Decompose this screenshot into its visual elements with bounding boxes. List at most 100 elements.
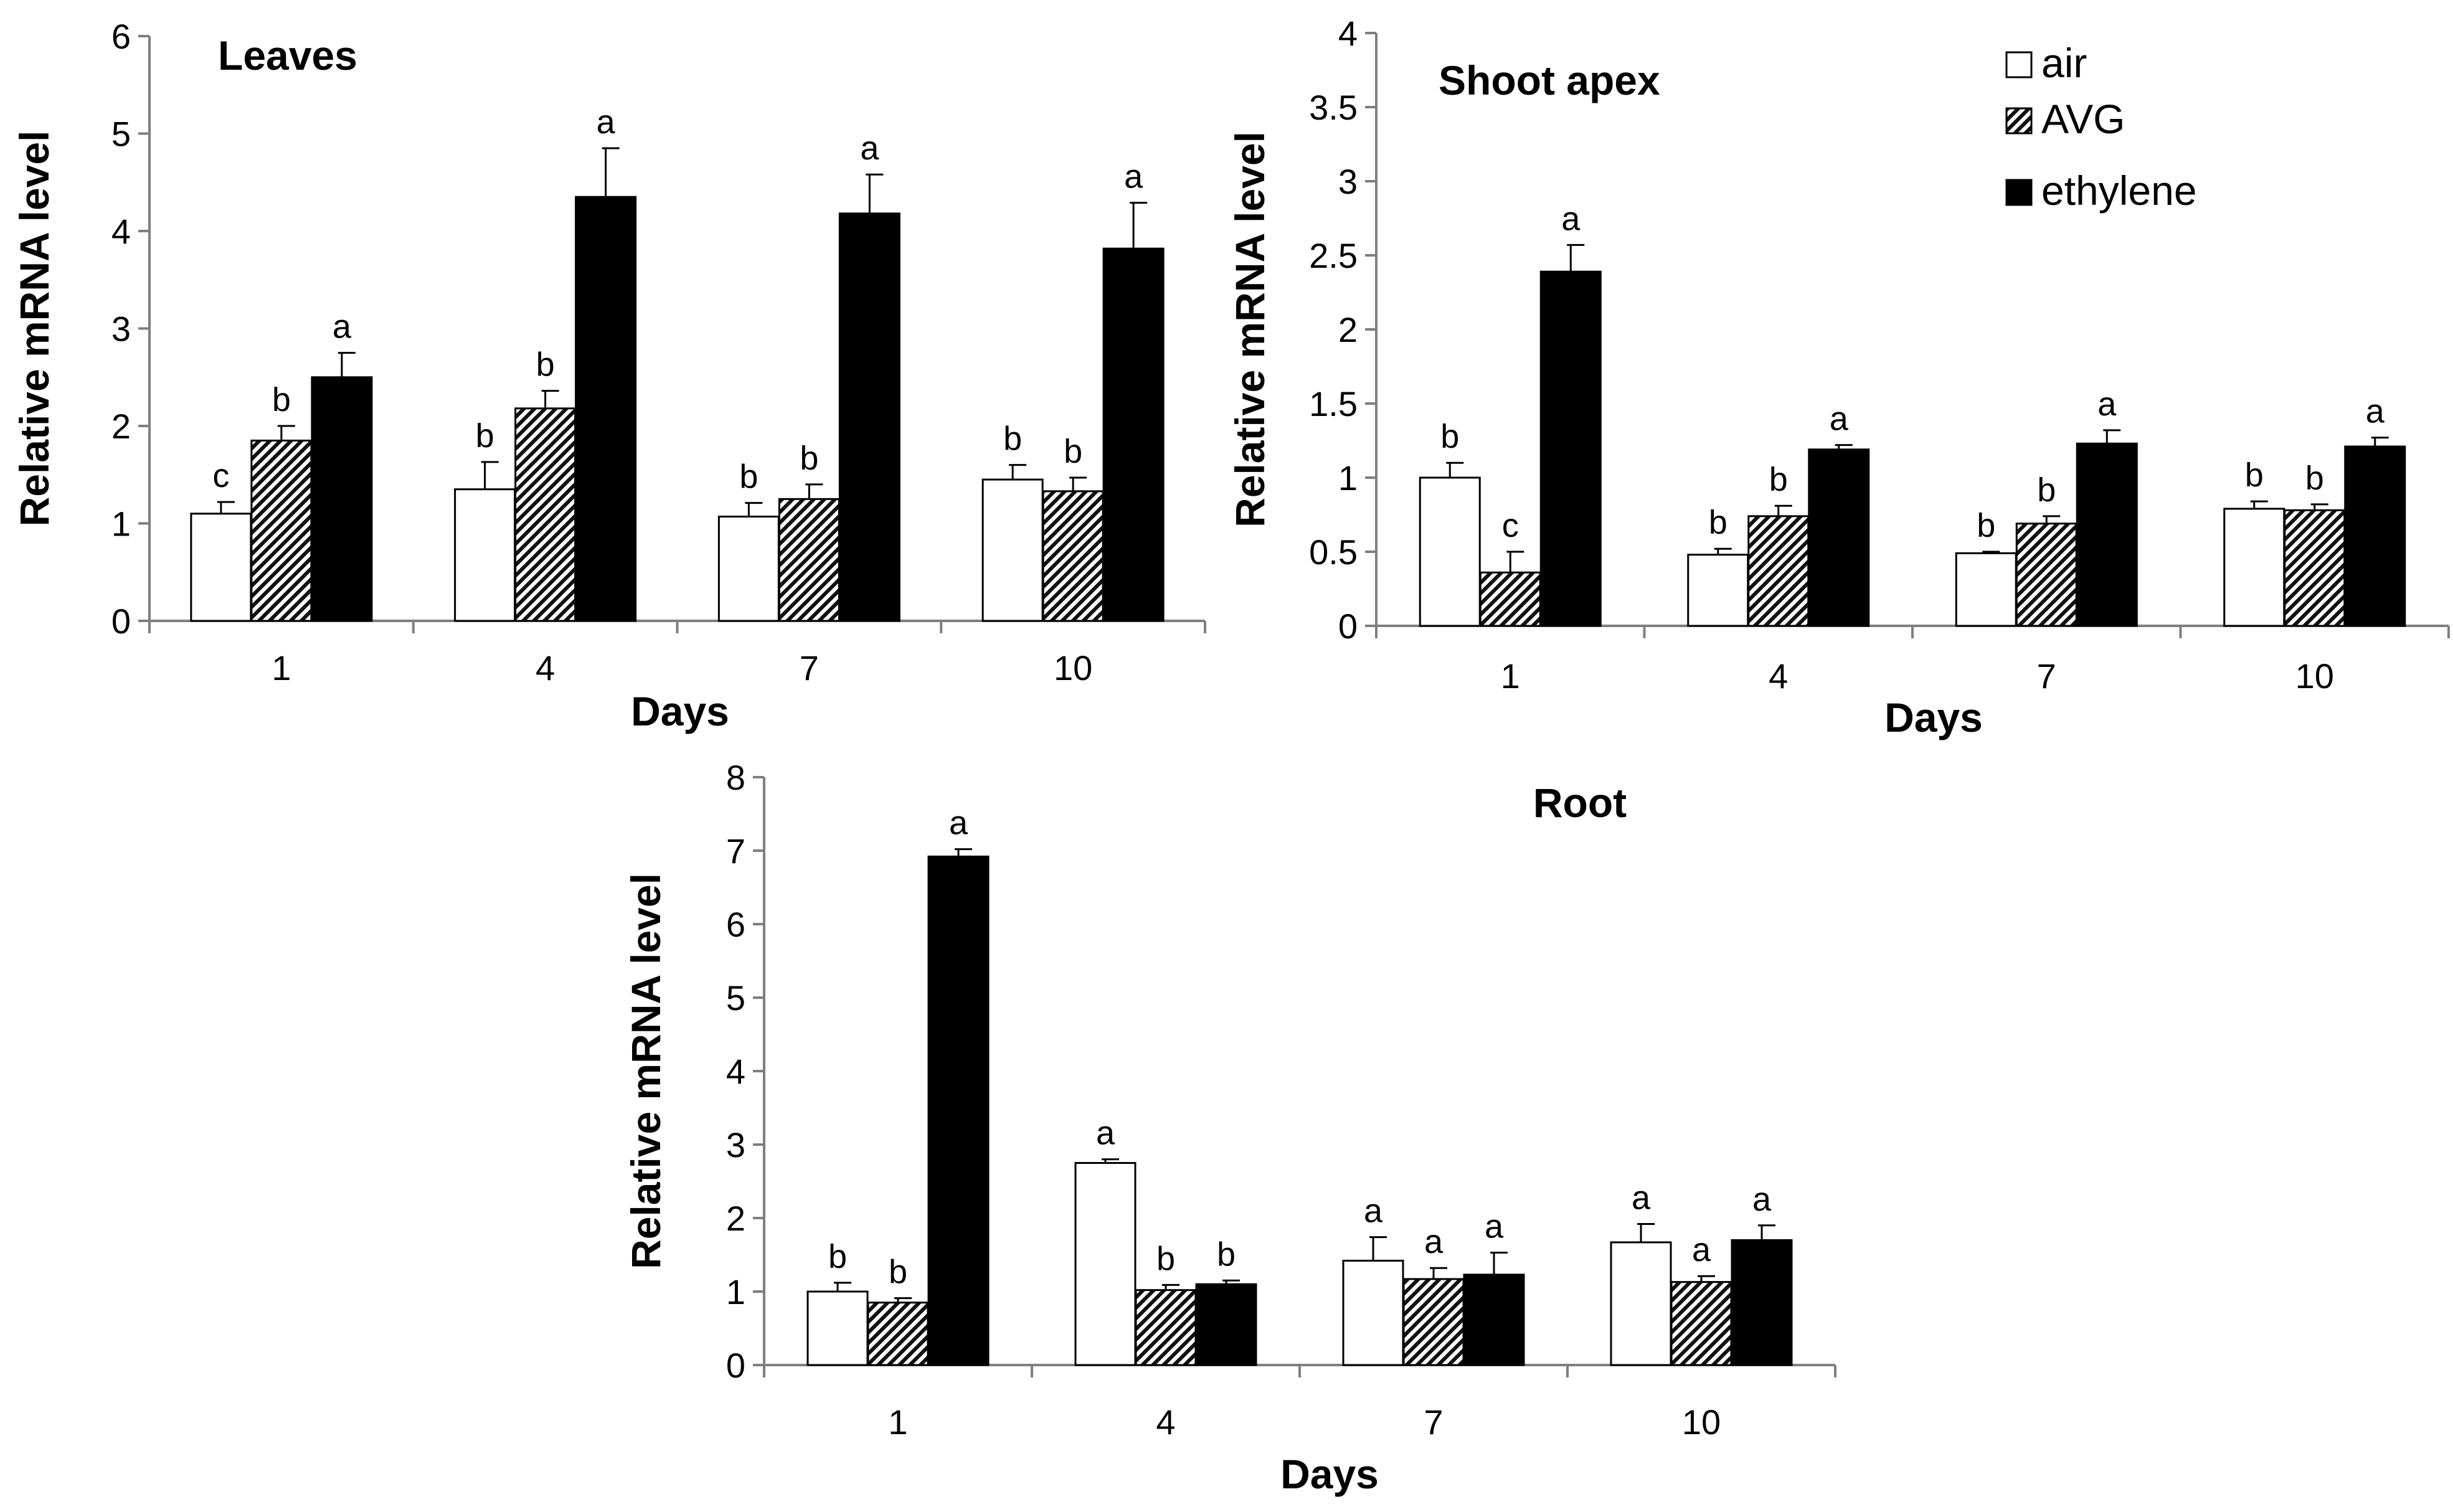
x-axis-title: Days — [1280, 1451, 1379, 1497]
y-tick-label: 3 — [111, 309, 131, 349]
sig-label-avg-day-10: b — [2305, 460, 2324, 497]
bar-avg-day-1 — [1479, 571, 1541, 627]
sig-label-air-day-1: c — [212, 457, 229, 494]
sig-label-ethylene-day-7: a — [1485, 1207, 1504, 1245]
bar-avg-day-4 — [514, 407, 577, 622]
sig-label-air-day-4: b — [476, 417, 494, 455]
sig-label-air-day-1: b — [828, 1238, 847, 1275]
bar-ethylene-day-10 — [2344, 445, 2406, 627]
x-tick-label: 7 — [800, 648, 819, 687]
bar-avg-day-1 — [250, 439, 313, 622]
y-tick-label: 2 — [111, 407, 131, 446]
panel-title: Root — [1533, 780, 1627, 826]
legend-swatch-ethylene — [2005, 179, 2033, 206]
bar-air-day-1 — [806, 1290, 869, 1366]
bar-avg-day-1 — [867, 1302, 929, 1366]
bar-avg-day-4 — [1135, 1289, 1197, 1366]
bar-air-day-10 — [981, 478, 1044, 622]
sig-label-avg-day-10: b — [1064, 433, 1082, 470]
sig-label-avg-day-7: b — [800, 440, 818, 477]
legend-swatch-avg — [2005, 107, 2033, 135]
y-tick-label: 3 — [726, 1125, 745, 1165]
bar-ethylene-day-10 — [1731, 1239, 1793, 1366]
x-axis-title: Days — [631, 688, 729, 734]
sig-label-air-day-7: b — [739, 458, 758, 496]
sig-label-air-day-4: a — [1096, 1115, 1115, 1152]
bar-avg-day-10 — [2284, 509, 2346, 627]
x-tick-label: 10 — [1682, 1402, 1721, 1442]
bar-air-day-7 — [717, 516, 780, 622]
sig-label-ethylene-day-7: a — [2097, 385, 2117, 423]
sig-label-ethylene-day-1: a — [949, 805, 968, 842]
sig-label-avg-day-4: b — [536, 346, 555, 384]
bar-ethylene-day-10 — [1102, 247, 1165, 622]
sig-label-ethylene-day-10: a — [1752, 1181, 1772, 1218]
bar-ethylene-day-4 — [1808, 448, 1870, 627]
sig-label-avg-day-10: a — [1692, 1231, 1711, 1269]
bar-ethylene-day-7 — [838, 212, 900, 622]
y-tick-label: 2 — [726, 1199, 745, 1238]
y-tick-label: 0.5 — [1309, 532, 1358, 572]
legend-label-air: air — [2041, 40, 2087, 86]
sig-label-ethylene-day-7: a — [860, 130, 879, 167]
x-tick-label: 1 — [1501, 656, 1520, 696]
y-tick-label: 1 — [1338, 458, 1358, 498]
panel-title: Shoot apex — [1439, 57, 1660, 103]
sig-label-ethylene-day-10: a — [2366, 393, 2385, 430]
bar-ethylene-day-4 — [1195, 1283, 1257, 1366]
legend-label-avg: AVG — [2041, 96, 2125, 142]
legend: air AVG ethylene — [2005, 40, 2197, 214]
bar-ethylene-day-7 — [1463, 1273, 1525, 1366]
sig-label-ethylene-day-10: a — [1124, 158, 1143, 196]
y-tick-label: 4 — [1338, 14, 1358, 53]
sig-label-avg-day-7: b — [2037, 471, 2056, 509]
y-tick-label: 1 — [111, 504, 131, 544]
bar-air-day-1 — [1419, 476, 1481, 627]
y-tick-label: 3 — [1338, 162, 1358, 201]
x-tick-label: 10 — [2295, 656, 2334, 696]
x-tick-label: 7 — [1424, 1402, 1443, 1442]
sig-label-ethylene-day-4: a — [597, 103, 616, 141]
y-tick-label: 1.5 — [1309, 384, 1358, 423]
bar-ethylene-day-1 — [311, 376, 373, 622]
sig-label-avg-day-4: b — [1156, 1240, 1175, 1277]
legend-swatch-air — [2005, 51, 2033, 78]
sig-label-avg-day-1: b — [889, 1254, 907, 1291]
bar-avg-day-10 — [1670, 1281, 1732, 1366]
y-tick-label: 6 — [111, 17, 131, 56]
x-tick-label: 7 — [2037, 656, 2056, 696]
bar-avg-day-7 — [1402, 1278, 1465, 1366]
chart-leaves: 0 1 2 3 4 5 6 1 c b a 4 b b a 7 b b a 10 b b a Relative mRNA le… — [11, 17, 1206, 734]
bar-ethylene-day-1 — [927, 855, 990, 1366]
y-axis-title: Relative mRNA level — [11, 131, 57, 527]
y-tick-label: 2 — [1338, 310, 1358, 349]
sig-label-air-day-7: b — [1977, 507, 1995, 544]
sig-label-air-day-10: a — [1632, 1179, 1651, 1216]
bar-avg-day-10 — [1042, 490, 1104, 622]
bar-ethylene-day-7 — [2076, 442, 2138, 627]
sig-label-air-day-10: b — [1003, 420, 1022, 458]
bar-air-day-10 — [1610, 1241, 1672, 1366]
sig-label-ethylene-day-1: a — [1561, 200, 1581, 237]
x-tick-label: 4 — [536, 648, 555, 687]
bar-avg-day-7 — [2015, 522, 2077, 627]
bar-air-day-1 — [190, 513, 252, 622]
bar-air-day-4 — [1074, 1162, 1137, 1366]
y-tick-label: 6 — [726, 905, 745, 944]
sig-label-ethylene-day-4: b — [1217, 1236, 1236, 1273]
y-tick-label: 2.5 — [1309, 236, 1358, 275]
sig-label-air-day-4: b — [1709, 504, 1727, 541]
bar-air-day-7 — [1342, 1259, 1404, 1366]
x-tick-label: 10 — [1054, 648, 1092, 687]
panel-title: Leaves — [218, 32, 357, 78]
bar-ethylene-day-4 — [575, 196, 637, 622]
bar-air-day-4 — [454, 488, 516, 622]
y-tick-label: 5 — [726, 978, 745, 1018]
y-tick-label: 4 — [111, 212, 131, 251]
sig-label-air-day-7: a — [1364, 1193, 1383, 1230]
chart-root: 0 1 2 3 4 5 6 7 8 1 b b a 4 a b b 7 a a a 10 a a a Relative mRNA … — [623, 758, 1836, 1497]
sig-label-air-day-10: b — [2245, 456, 2264, 494]
bar-ethylene-day-1 — [1539, 270, 1602, 627]
bar-air-day-4 — [1687, 554, 1749, 627]
